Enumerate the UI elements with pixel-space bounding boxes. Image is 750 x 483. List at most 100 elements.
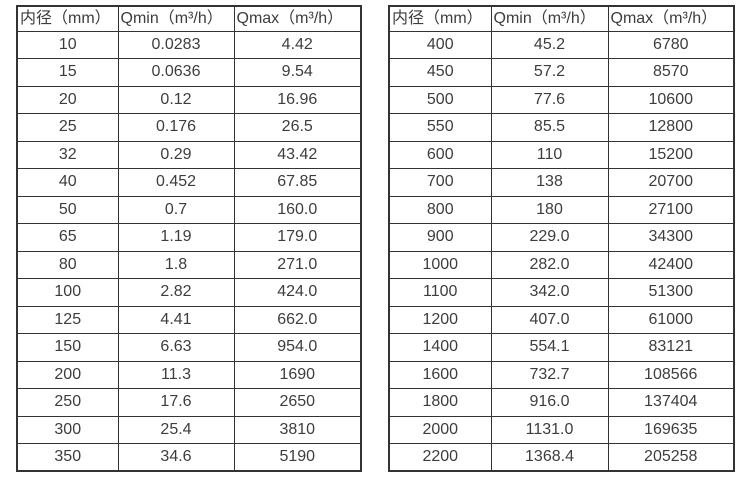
cell-diameter: 700 [388, 168, 492, 197]
cell-qmax: 10600 [607, 85, 735, 114]
cell-qmin: 11.3 [117, 360, 235, 389]
table-row: 500 77.6 10600 [388, 85, 735, 114]
cell-qmin: 77.6 [490, 85, 609, 114]
table-row: 700 138 20700 [388, 168, 735, 197]
cell-qmax: 662.0 [233, 305, 362, 334]
cell-diameter: 25 [16, 113, 119, 142]
cell-diameter: 20 [16, 85, 119, 114]
cell-diameter: 10 [16, 30, 119, 59]
cell-qmax: 9.54 [233, 58, 362, 87]
table-row: 50 0.7 160.0 [16, 195, 362, 224]
column-header-qmax: Qmax（m³/h） [233, 5, 362, 32]
cell-qmin: 282.0 [490, 250, 609, 279]
cell-qmin: 25.4 [117, 415, 235, 444]
table-row: 800 180 27100 [388, 195, 735, 224]
cell-qmin: 45.2 [490, 30, 609, 59]
cell-diameter: 1000 [388, 250, 492, 279]
table-row: 400 45.2 6780 [388, 30, 735, 59]
cell-diameter: 100 [16, 278, 119, 307]
cell-qmin: 0.0636 [117, 58, 235, 87]
cell-qmin: 407.0 [490, 305, 609, 334]
cell-qmax: 4.42 [233, 30, 362, 59]
cell-qmin: 732.7 [490, 360, 609, 389]
table-row: 25 0.176 26.5 [16, 113, 362, 142]
cell-diameter: 2200 [388, 443, 492, 472]
cell-diameter: 250 [16, 388, 119, 417]
cell-qmax: 15200 [607, 140, 735, 169]
cell-diameter: 900 [388, 223, 492, 252]
cell-diameter: 300 [16, 415, 119, 444]
table-row: 1200 407.0 61000 [388, 305, 735, 334]
cell-qmax: 61000 [607, 305, 735, 334]
header-row: 内径（mm） Qmin（m³/h） Qmax（m³/h） [16, 5, 362, 32]
cell-qmin: 1368.4 [490, 443, 609, 472]
cell-qmax: 424.0 [233, 278, 362, 307]
cell-qmin: 4.41 [117, 305, 235, 334]
cell-qmin: 0.452 [117, 168, 235, 197]
cell-qmin: 342.0 [490, 278, 609, 307]
cell-qmax: 2650 [233, 388, 362, 417]
table-row: 65 1.19 179.0 [16, 223, 362, 252]
cell-qmax: 67.85 [233, 168, 362, 197]
cell-diameter: 1200 [388, 305, 492, 334]
cell-diameter: 450 [388, 58, 492, 87]
cell-qmin: 34.6 [117, 443, 235, 472]
cell-diameter: 600 [388, 140, 492, 169]
table-row: 200 11.3 1690 [16, 360, 362, 389]
cell-qmin: 110 [490, 140, 609, 169]
table-row: 20 0.12 16.96 [16, 85, 362, 114]
cell-qmin: 1131.0 [490, 415, 609, 444]
cell-qmin: 0.0283 [117, 30, 235, 59]
cell-qmin: 138 [490, 168, 609, 197]
table-row: 32 0.29 43.42 [16, 140, 362, 169]
cell-diameter: 200 [16, 360, 119, 389]
cell-qmin: 1.19 [117, 223, 235, 252]
cell-diameter: 800 [388, 195, 492, 224]
cell-qmax: 26.5 [233, 113, 362, 142]
cell-diameter: 80 [16, 250, 119, 279]
cell-diameter: 1100 [388, 278, 492, 307]
cell-diameter: 1800 [388, 388, 492, 417]
cell-qmax: 205258 [607, 443, 735, 472]
cell-qmax: 108566 [607, 360, 735, 389]
table-row: 350 34.6 5190 [16, 443, 362, 472]
cell-qmin: 0.12 [117, 85, 235, 114]
column-header-diameter: 内径（mm） [388, 5, 492, 32]
table-row: 10 0.0283 4.42 [16, 30, 362, 59]
table-row: 1100 342.0 51300 [388, 278, 735, 307]
cell-qmin: 0.176 [117, 113, 235, 142]
column-header-qmin: Qmin（m³/h） [117, 5, 235, 32]
cell-diameter: 400 [388, 30, 492, 59]
cell-qmin: 2.82 [117, 278, 235, 307]
cell-qmax: 34300 [607, 223, 735, 252]
cell-qmax: 8570 [607, 58, 735, 87]
cell-qmin: 85.5 [490, 113, 609, 142]
cell-qmax: 51300 [607, 278, 735, 307]
table-row: 1000 282.0 42400 [388, 250, 735, 279]
cell-qmax: 27100 [607, 195, 735, 224]
table-row: 40 0.452 67.85 [16, 168, 362, 197]
cell-qmax: 137404 [607, 388, 735, 417]
cell-qmin: 0.7 [117, 195, 235, 224]
cell-qmin: 6.63 [117, 333, 235, 362]
cell-qmax: 16.96 [233, 85, 362, 114]
table-row: 600 110 15200 [388, 140, 735, 169]
table-row: 300 25.4 3810 [16, 415, 362, 444]
cell-diameter: 500 [388, 85, 492, 114]
table-row: 450 57.2 8570 [388, 58, 735, 87]
cell-qmin: 57.2 [490, 58, 609, 87]
flow-table-small-diameters: 内径（mm） Qmin（m³/h） Qmax（m³/h） 10 0.0283 4.4… [16, 5, 362, 472]
cell-qmin: 229.0 [490, 223, 609, 252]
cell-diameter: 350 [16, 443, 119, 472]
cell-qmin: 0.29 [117, 140, 235, 169]
cell-diameter: 125 [16, 305, 119, 334]
cell-qmax: 3810 [233, 415, 362, 444]
table-row: 150 6.63 954.0 [16, 333, 362, 362]
table-row: 2000 1131.0 169635 [388, 415, 735, 444]
cell-qmin: 180 [490, 195, 609, 224]
cell-diameter: 2000 [388, 415, 492, 444]
cell-diameter: 1400 [388, 333, 492, 362]
cell-qmax: 6780 [607, 30, 735, 59]
cell-diameter: 50 [16, 195, 119, 224]
